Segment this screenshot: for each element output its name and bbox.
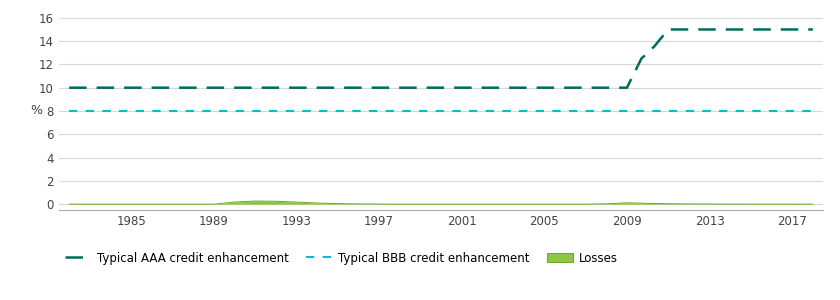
Legend: Typical AAA credit enhancement, Typical BBB credit enhancement, Losses: Typical AAA credit enhancement, Typical …: [65, 251, 618, 265]
Y-axis label: %: %: [30, 104, 42, 118]
